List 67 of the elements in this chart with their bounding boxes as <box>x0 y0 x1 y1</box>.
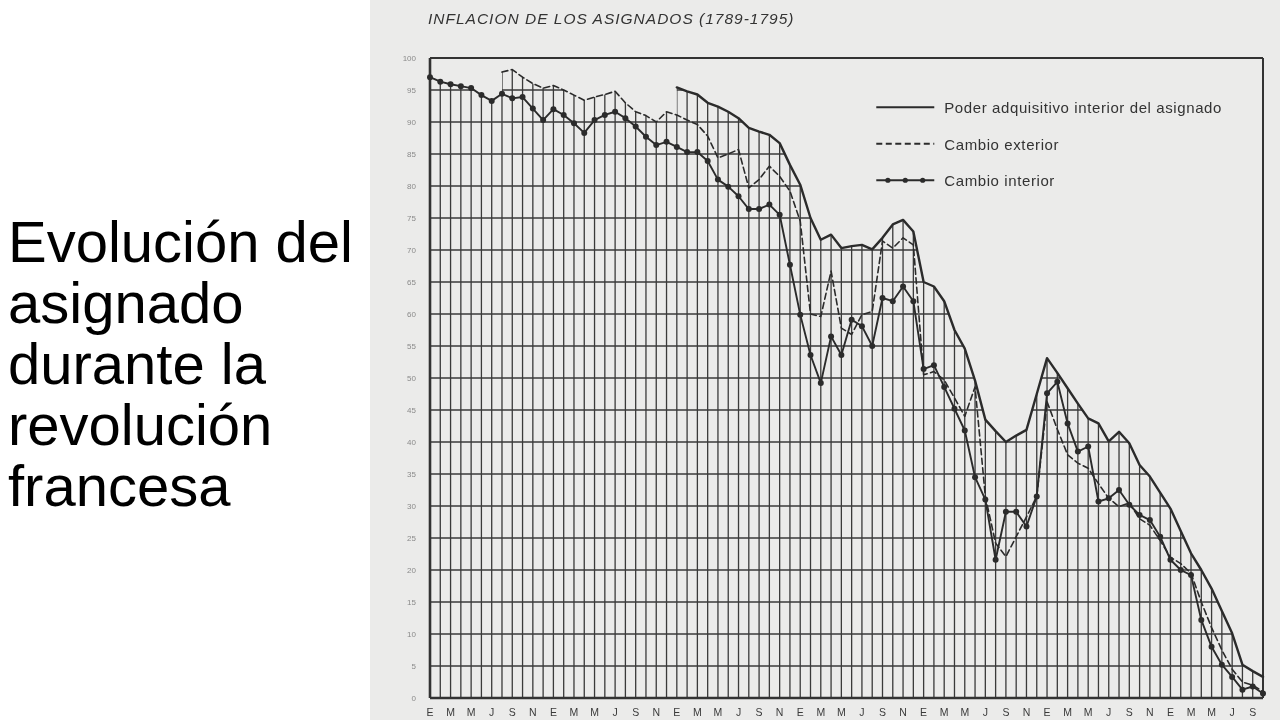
text: Evolución del asignado durante la revolución francesa <box>8 209 353 518</box>
y-tick-label: 25 <box>407 533 417 543</box>
x-tick-label: N <box>899 706 907 718</box>
chart-subtitle: INFLACION DE LOS ASIGNADOS (1789-1795) <box>428 10 795 27</box>
x-tick-label: M <box>1186 706 1196 718</box>
y-tick-label: 65 <box>407 277 417 287</box>
x-tick-label: M <box>693 706 702 718</box>
x-tick-label: S <box>632 706 640 718</box>
x-tick-label: M <box>446 706 455 718</box>
y-tick-label: 50 <box>407 373 417 383</box>
x-tick-label: E <box>426 706 434 718</box>
x-tick-label: E <box>549 706 557 718</box>
x-tick-label: N <box>529 706 537 718</box>
y-tick-label: 100 <box>402 53 417 63</box>
x-tick-label: S <box>1002 706 1010 718</box>
x-tick-label: E <box>1043 706 1051 718</box>
y-tick-label: 90 <box>407 117 417 127</box>
legend-label: Cambio interior <box>944 171 1055 189</box>
x-tick-label: J <box>982 706 988 718</box>
x-tick-label: E <box>1166 706 1174 718</box>
y-tick-label: 70 <box>407 245 417 255</box>
x-tick-label: M <box>939 706 949 718</box>
y-tick-label: 95 <box>407 85 417 95</box>
x-tick-label: N <box>1146 706 1154 718</box>
x-tick-label: M <box>836 706 846 718</box>
x-tick-label: M <box>960 706 970 718</box>
y-tick-label: 20 <box>407 565 417 575</box>
x-tick-label: M <box>713 706 723 718</box>
x-tick-label: M <box>816 706 826 718</box>
legend-label: Cambio exterior <box>944 135 1060 153</box>
y-tick-label: 55 <box>407 341 417 351</box>
y-tick-label: 40 <box>407 437 417 447</box>
x-tick-label: M <box>1207 706 1216 718</box>
y-tick-label: 35 <box>407 469 417 479</box>
x-tick-label: E <box>796 706 804 718</box>
x-tick-label: S <box>878 706 886 718</box>
y-tick-label: 85 <box>407 149 417 159</box>
y-tick-label: 5 <box>411 661 417 671</box>
y-tick-label: 10 <box>407 629 417 639</box>
x-tick-label: S <box>508 706 516 718</box>
y-tick-label: 0 <box>411 693 417 703</box>
x-tick-label: M <box>569 706 579 718</box>
x-tick-label: J <box>859 706 865 718</box>
x-tick-label: J <box>489 706 495 718</box>
x-tick-label: J <box>612 706 618 718</box>
x-tick-label: E <box>673 706 681 718</box>
x-tick-label: S <box>1249 706 1257 718</box>
y-tick-label: 60 <box>407 309 417 319</box>
y-tick-label: 45 <box>407 405 417 415</box>
x-tick-label: M <box>1083 706 1093 718</box>
x-tick-label: S <box>755 706 763 718</box>
x-tick-label: J <box>1106 706 1112 718</box>
y-tick-label: 75 <box>407 213 417 223</box>
x-tick-label: N <box>1022 706 1031 718</box>
x-tick-label: M <box>466 706 476 718</box>
x-tick-label: M <box>1063 706 1072 718</box>
x-tick-label: N <box>775 706 784 718</box>
y-tick-label: 80 <box>407 181 417 191</box>
y-tick-label: 30 <box>407 501 417 511</box>
x-tick-label: M <box>590 706 599 718</box>
x-tick-label: E <box>920 706 928 718</box>
y-tick-label: 15 <box>407 597 417 607</box>
legend-label: Poder adquisitivo interior del asignado <box>944 98 1223 116</box>
x-tick-label: J <box>1229 706 1235 718</box>
x-tick-label: N <box>652 706 661 718</box>
x-tick-label: S <box>1125 706 1133 718</box>
x-tick-label: J <box>735 706 742 718</box>
